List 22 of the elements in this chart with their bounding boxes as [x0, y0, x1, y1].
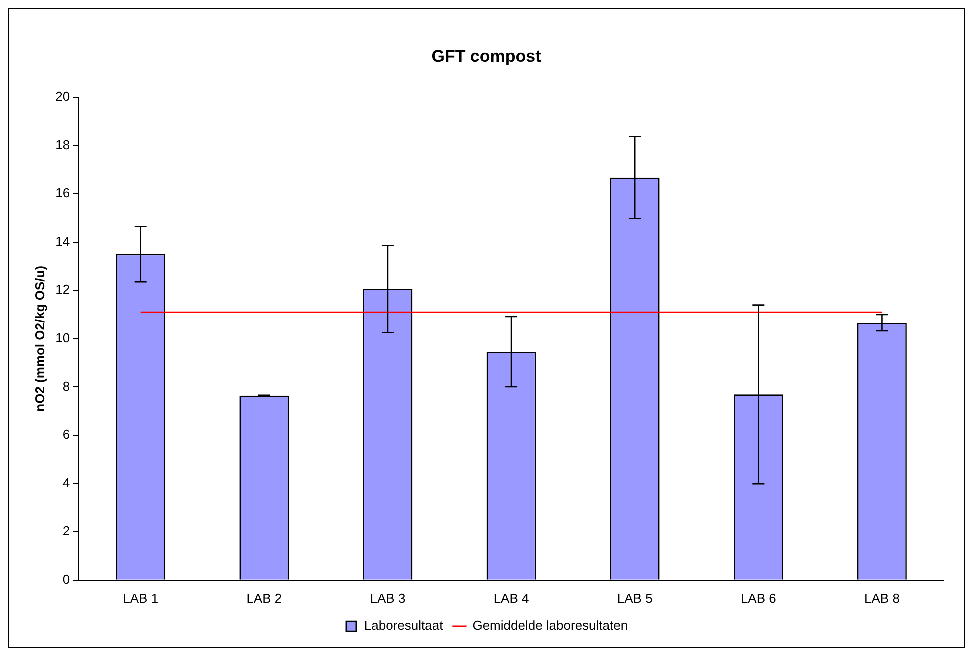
- x-tick-label: LAB 5: [617, 590, 653, 606]
- y-tick-label: 8: [62, 378, 70, 394]
- x-tick-label: LAB 1: [123, 590, 159, 606]
- x-tick-label: LAB 3: [370, 590, 406, 606]
- legend-label: Laboresultaat: [364, 618, 444, 634]
- y-tick-label: 18: [56, 137, 70, 152]
- x-tick-label: LAB 8: [864, 590, 900, 606]
- chart-title: GFT compost: [432, 46, 542, 66]
- y-tick-label: 0: [62, 572, 70, 587]
- y-tick-label: 4: [62, 475, 70, 490]
- x-tick-label: LAB 2: [246, 590, 282, 606]
- x-tick-label: LAB 4: [494, 590, 530, 606]
- y-tick-label: 12: [56, 282, 70, 298]
- y-tick-label: 14: [56, 234, 70, 249]
- y-tick-label: 16: [56, 186, 70, 201]
- y-tick-label: 20: [56, 88, 70, 104]
- y-tick-label: 10: [56, 330, 70, 346]
- x-tick-label: LAB 6: [740, 590, 776, 606]
- y-tick-label: 2: [62, 524, 70, 539]
- legend-label: Gemiddelde laboresultaten: [472, 618, 628, 634]
- y-tick-label: 6: [62, 427, 70, 442]
- y-axis-title: nO2 (mmol O2/kg OS/u): [32, 266, 48, 412]
